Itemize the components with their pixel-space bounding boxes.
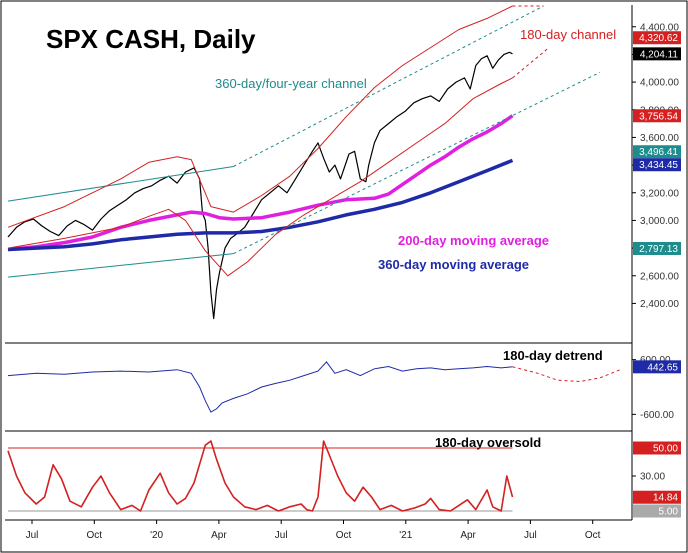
x-tick-label: Apr bbox=[460, 530, 476, 541]
value-tag-bg bbox=[633, 490, 681, 504]
price-tick-label: 4,000.00 bbox=[640, 78, 679, 89]
value-tag-bg bbox=[633, 360, 681, 374]
detrend-series bbox=[7, 361, 623, 413]
oversold-tick-label: 30.00 bbox=[640, 472, 665, 483]
value-tag-label: 4,320.62 bbox=[639, 33, 678, 44]
x-tick-label: Oct bbox=[585, 530, 601, 541]
detrend-tick-label: -600.00 bbox=[640, 410, 674, 421]
series-180-day-channel-lower-projection bbox=[512, 47, 550, 79]
value-tag-label: 442.65 bbox=[647, 362, 678, 373]
series-360-day-channel-lower bbox=[7, 253, 234, 278]
value-tag: 3,756.54 bbox=[633, 109, 681, 123]
value-tag-bg bbox=[633, 441, 681, 455]
x-tick-label: Jul bbox=[275, 530, 288, 541]
x-tick-label: Jul bbox=[524, 530, 537, 541]
value-tag: 442.65 bbox=[633, 360, 681, 374]
series-360-day-channel-upper bbox=[7, 166, 234, 202]
label-180-day-detrend: 180-day detrend bbox=[503, 348, 603, 363]
series-360-day-moving-average bbox=[7, 158, 514, 252]
value-tag-label: 2,797.13 bbox=[639, 244, 678, 255]
series-spx bbox=[7, 51, 513, 320]
price-tick-label: 4,400.00 bbox=[640, 22, 679, 33]
value-tag-label: 50.00 bbox=[653, 444, 678, 455]
value-tag: 3,434.45 bbox=[633, 158, 681, 172]
x-tick-label: Oct bbox=[336, 530, 352, 541]
series-180-day-channel-upper bbox=[7, 5, 513, 228]
series-180-day-channel-lower bbox=[7, 77, 513, 277]
x-ticks: Jul Oct '20 Apr Jul Oct '21 Apr Jul Oct bbox=[26, 520, 601, 541]
price-tick-label: 2,400.00 bbox=[640, 299, 679, 310]
value-tag: 4,204.11 bbox=[633, 47, 681, 61]
series-oversold bbox=[7, 440, 514, 512]
x-tick-label: '20 bbox=[150, 530, 163, 541]
label-180-day-channel: 180-day channel bbox=[520, 27, 616, 42]
label-180-day-oversold: 180-day oversold bbox=[435, 435, 541, 450]
value-tag: 14.84 bbox=[633, 490, 681, 504]
price-tick-label: 2,600.00 bbox=[640, 271, 679, 282]
label-360-day-ma: 360-day moving average bbox=[378, 257, 529, 272]
oversold-series bbox=[7, 440, 514, 512]
value-tag-label: 3,756.54 bbox=[639, 111, 678, 122]
oversold-y-ticks: 30.00 bbox=[632, 472, 665, 483]
value-tag-label: 3,434.45 bbox=[639, 160, 678, 171]
chart-title: SPX CASH, Daily bbox=[46, 24, 256, 54]
value-tag-bg bbox=[633, 145, 681, 159]
value-tag: 3,496.41 bbox=[633, 145, 681, 159]
series-360-day-channel-lower-projection bbox=[233, 71, 601, 255]
label-200-day-ma: 200-day moving average bbox=[398, 233, 549, 248]
value-tag-bg bbox=[633, 504, 681, 518]
price-tick-label: 3,600.00 bbox=[640, 133, 679, 144]
price-series bbox=[7, 5, 601, 320]
value-tag: 2,797.13 bbox=[633, 241, 681, 255]
value-tag-bg bbox=[633, 47, 681, 61]
series-detrend bbox=[7, 361, 513, 413]
label-360-day-channel: 360-day/four-year channel bbox=[215, 76, 367, 91]
value-tags: 4,320.62 4,204.11 3,756.54 3,496.41 3,434.45… bbox=[633, 31, 681, 518]
value-tag: 5.00 bbox=[633, 504, 681, 518]
price-tick-label: 3,200.00 bbox=[640, 188, 679, 199]
value-tag-bg bbox=[633, 31, 681, 45]
value-tag: 50.00 bbox=[633, 441, 681, 455]
value-tag-label: 14.84 bbox=[653, 493, 678, 504]
value-tag-bg bbox=[633, 158, 681, 172]
x-tick-label: Oct bbox=[87, 530, 103, 541]
value-tag: 4,320.62 bbox=[633, 31, 681, 45]
value-tag-label: 5.00 bbox=[659, 507, 679, 518]
x-tick-label: Jul bbox=[26, 530, 39, 541]
x-tick-label: '21 bbox=[399, 530, 412, 541]
value-tag-label: 4,204.11 bbox=[640, 49, 679, 60]
x-tick-label: Apr bbox=[211, 530, 227, 541]
series-200-day-moving-average bbox=[7, 114, 514, 252]
value-tag-bg bbox=[633, 241, 681, 255]
value-tag-label: 3,496.41 bbox=[639, 147, 678, 158]
series-360-day-channel-upper-projection bbox=[233, 5, 544, 167]
price-tick-label: 3,000.00 bbox=[640, 216, 679, 227]
value-tag-bg bbox=[633, 109, 681, 123]
